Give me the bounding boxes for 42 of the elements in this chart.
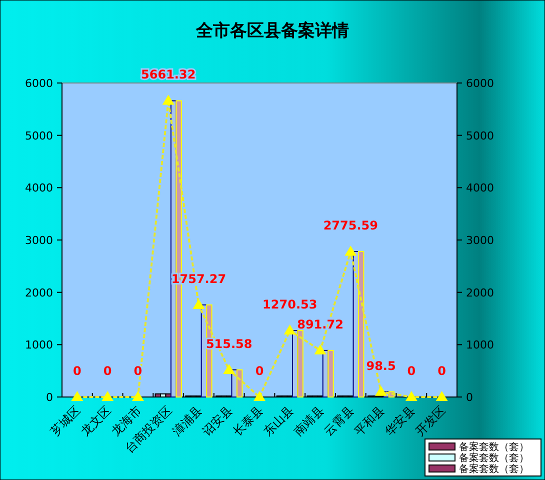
point — [162, 94, 174, 105]
legend-label: 备案套数（套） — [459, 441, 529, 453]
y2-tick-label: 3000 — [466, 234, 494, 247]
point — [102, 391, 114, 401]
point — [223, 364, 236, 374]
point — [71, 391, 84, 401]
y2-tick-label: 4000 — [466, 182, 494, 195]
y2-tick-label: 2000 — [466, 286, 494, 300]
data-label: 98.5 — [366, 358, 396, 373]
point — [375, 386, 388, 396]
y-tick-label: 4000 — [25, 182, 53, 195]
point — [436, 391, 448, 401]
y-tick-label: 2000 — [25, 286, 53, 300]
point — [405, 391, 418, 401]
point — [314, 344, 326, 354]
y-tick-label: 1000 — [25, 338, 53, 352]
y2-tick-label: 1000 — [466, 338, 494, 352]
point — [284, 324, 296, 335]
point — [344, 246, 357, 256]
legend-label: 备案套数（套） — [459, 463, 529, 475]
data-label: 0 — [255, 364, 264, 378]
data-label: 0 — [73, 364, 82, 378]
legend-label: 备案套数（套） — [459, 452, 529, 464]
chart-title: 全市各区县备案详情 — [195, 20, 349, 41]
y2-tick-label: 5000 — [466, 129, 494, 142]
y2-tick-label: 6000 — [466, 77, 494, 90]
point — [132, 391, 144, 401]
data-label: 2775.59 — [323, 218, 378, 233]
y-tick-label: 0 — [46, 391, 53, 404]
y-tick-label: 5000 — [25, 129, 53, 142]
data-label: 0 — [407, 364, 416, 378]
point — [192, 299, 205, 310]
y2-tick-label: 0 — [466, 391, 473, 404]
y-tick-label: 3000 — [25, 234, 53, 247]
y-tick-label: 6000 — [25, 77, 53, 90]
point — [254, 391, 266, 401]
data-label: 5661.32 — [141, 68, 196, 82]
data-label: 1270.53 — [262, 298, 318, 312]
data-label: 0 — [438, 364, 446, 378]
data-label: 0 — [103, 364, 112, 378]
data-label: 0 — [134, 364, 142, 378]
data-label: 891.72 — [297, 317, 344, 332]
